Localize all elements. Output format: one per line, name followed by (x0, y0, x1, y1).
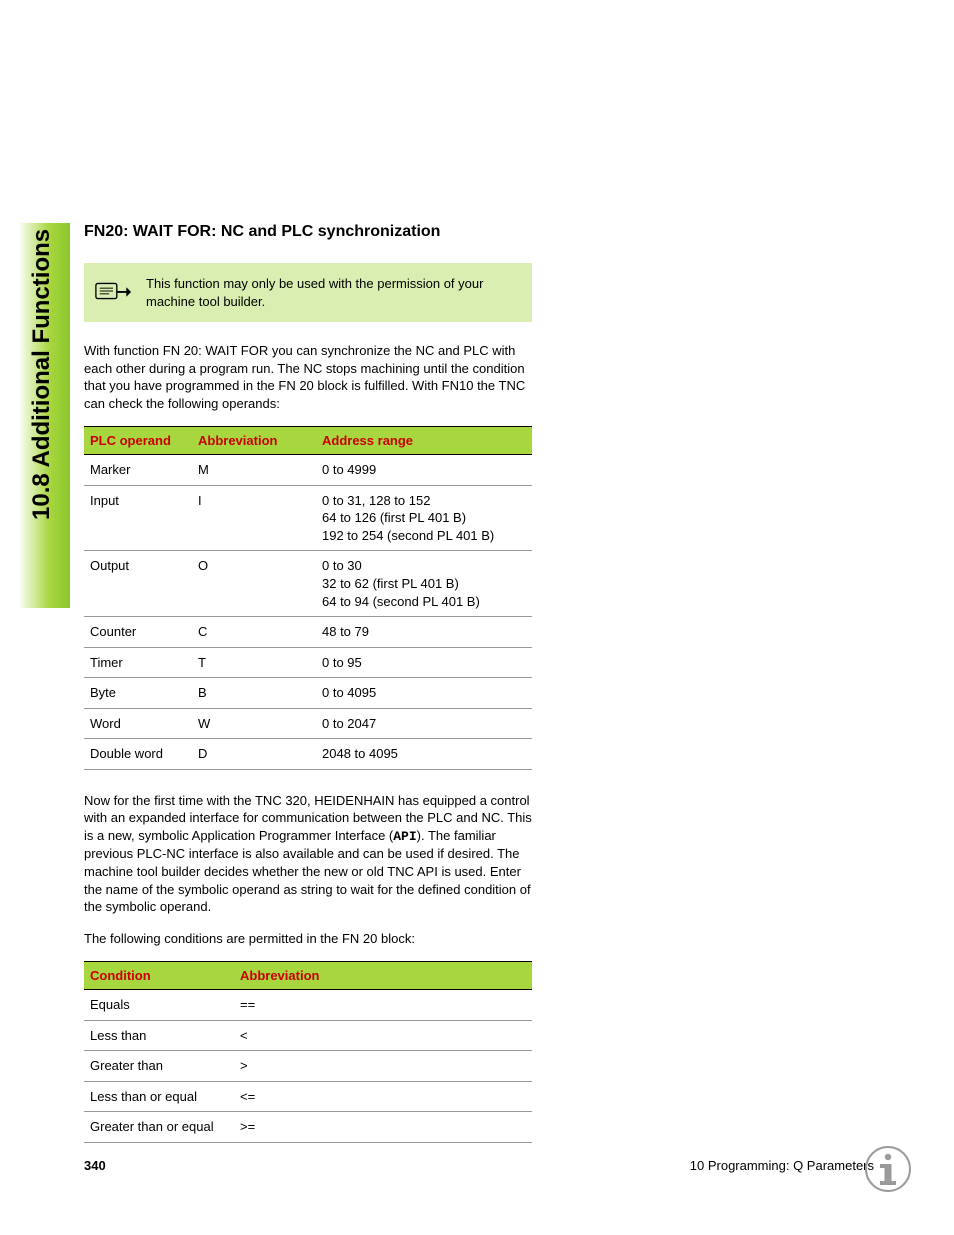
table-cell: Greater than or equal (84, 1112, 234, 1143)
table-row: Less than< (84, 1020, 532, 1051)
table-cell: I (192, 485, 316, 551)
table-cell: Equals (84, 990, 234, 1021)
table-cell: 2048 to 4095 (316, 739, 532, 770)
table-cell: Marker (84, 455, 192, 486)
table-cell: < (234, 1020, 532, 1051)
chapter-label: 10 Programming: Q Parameters (690, 1158, 874, 1173)
permission-note: This function may only be used with the … (84, 263, 532, 322)
table-header: Address range (316, 427, 532, 455)
table-cell: Input (84, 485, 192, 551)
page-content: FN20: WAIT FOR: NC and PLC synchronizati… (84, 223, 532, 1165)
table-cell: Byte (84, 678, 192, 709)
info-icon (864, 1145, 912, 1193)
table-cell: 0 to 2047 (316, 708, 532, 739)
table-cell: W (192, 708, 316, 739)
table-cell: 0 to 4095 (316, 678, 532, 709)
table-row: MarkerM0 to 4999 (84, 455, 532, 486)
table-cell: Word (84, 708, 192, 739)
table-cell: Double word (84, 739, 192, 770)
table-cell: O (192, 551, 316, 617)
table-row: TimerT0 to 95 (84, 647, 532, 678)
note-text: This function may only be used with the … (146, 275, 518, 310)
intro-paragraph: With function FN 20: WAIT FOR you can sy… (84, 342, 532, 412)
table-cell: > (234, 1051, 532, 1082)
conditions-intro: The following conditions are permitted i… (84, 930, 532, 948)
table-cell: Output (84, 551, 192, 617)
page-number: 340 (84, 1158, 106, 1173)
table-cell: Counter (84, 617, 192, 648)
table-cell: T (192, 647, 316, 678)
table-cell: Greater than (84, 1051, 234, 1082)
table-row: CounterC48 to 79 (84, 617, 532, 648)
table-cell: 0 to 95 (316, 647, 532, 678)
api-paragraph: Now for the first time with the TNC 320,… (84, 792, 532, 916)
table-cell: M (192, 455, 316, 486)
table-cell: Timer (84, 647, 192, 678)
table-row: Double wordD2048 to 4095 (84, 739, 532, 770)
plc-operand-table: PLC operand Abbreviation Address range M… (84, 426, 532, 770)
table-header: Abbreviation (192, 427, 316, 455)
table-header: Abbreviation (234, 962, 532, 990)
table-cell: Less than or equal (84, 1081, 234, 1112)
table-cell: C (192, 617, 316, 648)
table-cell: 0 to 4999 (316, 455, 532, 486)
page-footer: 340 10 Programming: Q Parameters (84, 1158, 874, 1173)
table-row: OutputO0 to 3032 to 62 (first PL 401 B)6… (84, 551, 532, 617)
table-row: Greater than> (84, 1051, 532, 1082)
table-row: WordW0 to 2047 (84, 708, 532, 739)
table-row: InputI0 to 31, 128 to 15264 to 126 (firs… (84, 485, 532, 551)
table-cell: D (192, 739, 316, 770)
page-heading: FN20: WAIT FOR: NC and PLC synchronizati… (84, 223, 532, 241)
api-label: API (393, 829, 416, 844)
table-cell: == (234, 990, 532, 1021)
table-cell: >= (234, 1112, 532, 1143)
table-cell: B (192, 678, 316, 709)
table-cell: 48 to 79 (316, 617, 532, 648)
table-cell: Less than (84, 1020, 234, 1051)
table-cell: 0 to 3032 to 62 (first PL 401 B)64 to 94… (316, 551, 532, 617)
table-header: PLC operand (84, 427, 192, 455)
note-hand-icon (94, 277, 132, 305)
table-cell: <= (234, 1081, 532, 1112)
table-row: ByteB0 to 4095 (84, 678, 532, 709)
table-cell: 0 to 31, 128 to 15264 to 126 (first PL 4… (316, 485, 532, 551)
table-header: Condition (84, 962, 234, 990)
conditions-table: Condition Abbreviation Equals==Less than… (84, 961, 532, 1143)
section-side-label: 10.8 Additional Functions (28, 229, 56, 520)
table-row: Equals== (84, 990, 532, 1021)
table-row: Less than or equal<= (84, 1081, 532, 1112)
table-row: Greater than or equal>= (84, 1112, 532, 1143)
